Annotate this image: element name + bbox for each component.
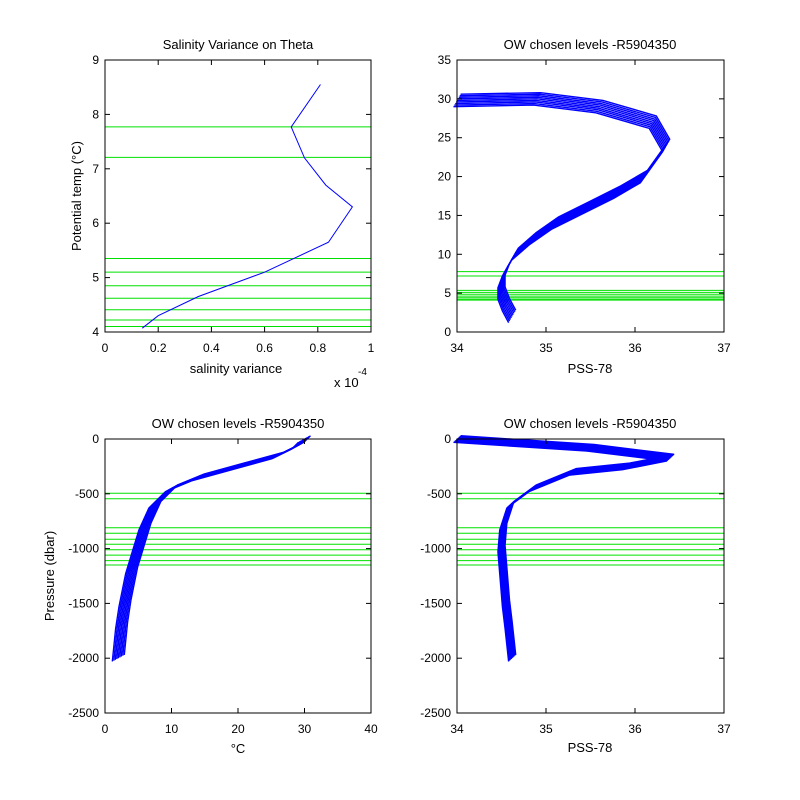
p4-axes-frame [456, 438, 725, 714]
p2-xtick-label: 34 [450, 341, 464, 355]
p3-ytick-label: -1500 [68, 596, 99, 610]
p4-xtick-label: 36 [628, 722, 642, 736]
p2-profile-line [456, 99, 667, 319]
p4-profile-lines [453, 435, 675, 662]
p1-ylabel: Potential temp (°C) [69, 141, 84, 251]
p1-xtick-label: 1 [368, 341, 375, 355]
p3-xtick-label: 30 [298, 722, 312, 736]
p2-ytick-label: 35 [438, 53, 452, 67]
p2-ytick-label: 15 [438, 208, 452, 222]
p1-ytick-label: 6 [92, 216, 99, 230]
panel-salinity-variance: 0 0.2 0.4 0.6 0.8 1 4 5 6 7 8 9 Salinity Variance o… [69, 37, 375, 390]
p1-xtick-label: 0.8 [309, 341, 326, 355]
p2-xtick-label: 35 [539, 341, 553, 355]
p2-profile-lines [453, 91, 671, 324]
p2-axes-frame [456, 59, 725, 333]
p2-profile-line [459, 93, 670, 313]
p1-level-lines [105, 126, 371, 328]
p1-profile-line [141, 84, 354, 329]
p1-ytick-label: 9 [92, 53, 99, 67]
p1-ytick-label: 4 [92, 325, 99, 339]
p3-ylabel: Pressure (dbar) [42, 531, 57, 621]
p3-ytick-label: -2000 [68, 651, 99, 665]
p3-xtick-label: 40 [364, 722, 378, 736]
p3-ytick-label: -2500 [68, 706, 99, 720]
p3-profile-lines [111, 435, 311, 662]
p4-ticks: 34 35 36 37 0 -500 -1000 -1500 -2000 -2500 [420, 432, 731, 736]
p1-xlabel: salinity variance [190, 361, 283, 376]
p4-title: OW chosen levels -R5904350 [504, 416, 677, 431]
p2-profile-line [457, 96, 668, 316]
p2-ytick-label: 25 [438, 131, 452, 145]
p4-xtick-label: 37 [717, 722, 731, 736]
p4-xtick-label: 35 [539, 722, 553, 736]
p2-ytick-label: 30 [438, 92, 452, 106]
p2-xtick-label: 37 [717, 341, 731, 355]
p1-x-multiplier: x 10 [334, 375, 359, 390]
p1-xtick-label: 0.6 [256, 341, 273, 355]
p2-xlabel: PSS-78 [568, 361, 613, 376]
p3-profile-line [123, 435, 311, 655]
p2-profile-line [455, 101, 666, 320]
p3-xlabel: °C [231, 741, 246, 756]
p2-profile-line [460, 91, 671, 311]
p3-title: OW chosen levels -R5904350 [152, 416, 325, 431]
p1-xtick-label: 0.4 [203, 341, 220, 355]
p1-profile-lines [141, 84, 354, 329]
p4-ytick-label: 0 [444, 432, 451, 446]
p2-profile-line [454, 102, 665, 322]
p4-ytick-label: -2500 [420, 706, 451, 720]
p3-xtick-label: 0 [102, 722, 109, 736]
p2-ytick-label: 20 [438, 170, 452, 184]
p1-x-multiplier-exponent: -4 [358, 367, 367, 378]
p1-ytick-label: 7 [92, 162, 99, 176]
p2-ytick-label: 10 [438, 247, 452, 261]
p4-ytick-label: -2000 [420, 651, 451, 665]
p1-ytick-label: 5 [92, 271, 99, 285]
p2-ticks: 34 35 36 37 0 5 10 15 20 25 30 35 [438, 53, 731, 355]
p2-xtick-label: 36 [628, 341, 642, 355]
p3-ticks: 0 10 20 30 40 0 -500 -1000 -1500 -2000 -2500 [68, 432, 378, 736]
p1-ticks: 0 0.2 0.4 0.6 0.8 1 4 5 6 7 8 9 [92, 53, 374, 355]
p2-profile-line [458, 95, 669, 314]
p1-xtick-label: 0.2 [150, 341, 167, 355]
p1-axes-frame [104, 59, 372, 333]
panel-theta-salinity: 34 35 36 37 0 5 10 15 20 25 30 35 OW chosen levels … [438, 37, 731, 376]
p1-title: Salinity Variance on Theta [163, 37, 314, 52]
p4-xtick-label: 34 [450, 722, 464, 736]
p4-profile-line [460, 435, 675, 655]
p2-ytick-label: 5 [444, 286, 451, 300]
p2-title: OW chosen levels -R5904350 [504, 37, 677, 52]
panel-salinity-pressure: 34 35 36 37 0 -500 -1000 -1500 -2000 -2500 OW cho… [420, 416, 731, 755]
p3-xtick-label: 20 [231, 722, 245, 736]
p2-profile-line [453, 104, 664, 324]
p2-ytick-label: 0 [444, 325, 451, 339]
p2-profile-line [456, 98, 667, 317]
p4-ytick-label: -1000 [420, 542, 451, 556]
p3-ytick-label: 0 [92, 432, 99, 446]
p3-ytick-label: -500 [75, 487, 99, 501]
p3-ytick-label: -1000 [68, 542, 99, 556]
p1-xtick-label: 0 [102, 341, 109, 355]
p3-xtick-label: 10 [165, 722, 179, 736]
p4-xlabel: PSS-78 [568, 740, 613, 755]
p4-ytick-label: -500 [427, 487, 451, 501]
p1-ytick-label: 8 [92, 107, 99, 121]
p3-level-lines [105, 492, 371, 566]
panel-temperature-pressure: 0 10 20 30 40 0 -500 -1000 -1500 -2000 -2500 OW ch… [42, 416, 378, 756]
p4-ytick-label: -1500 [420, 596, 451, 610]
